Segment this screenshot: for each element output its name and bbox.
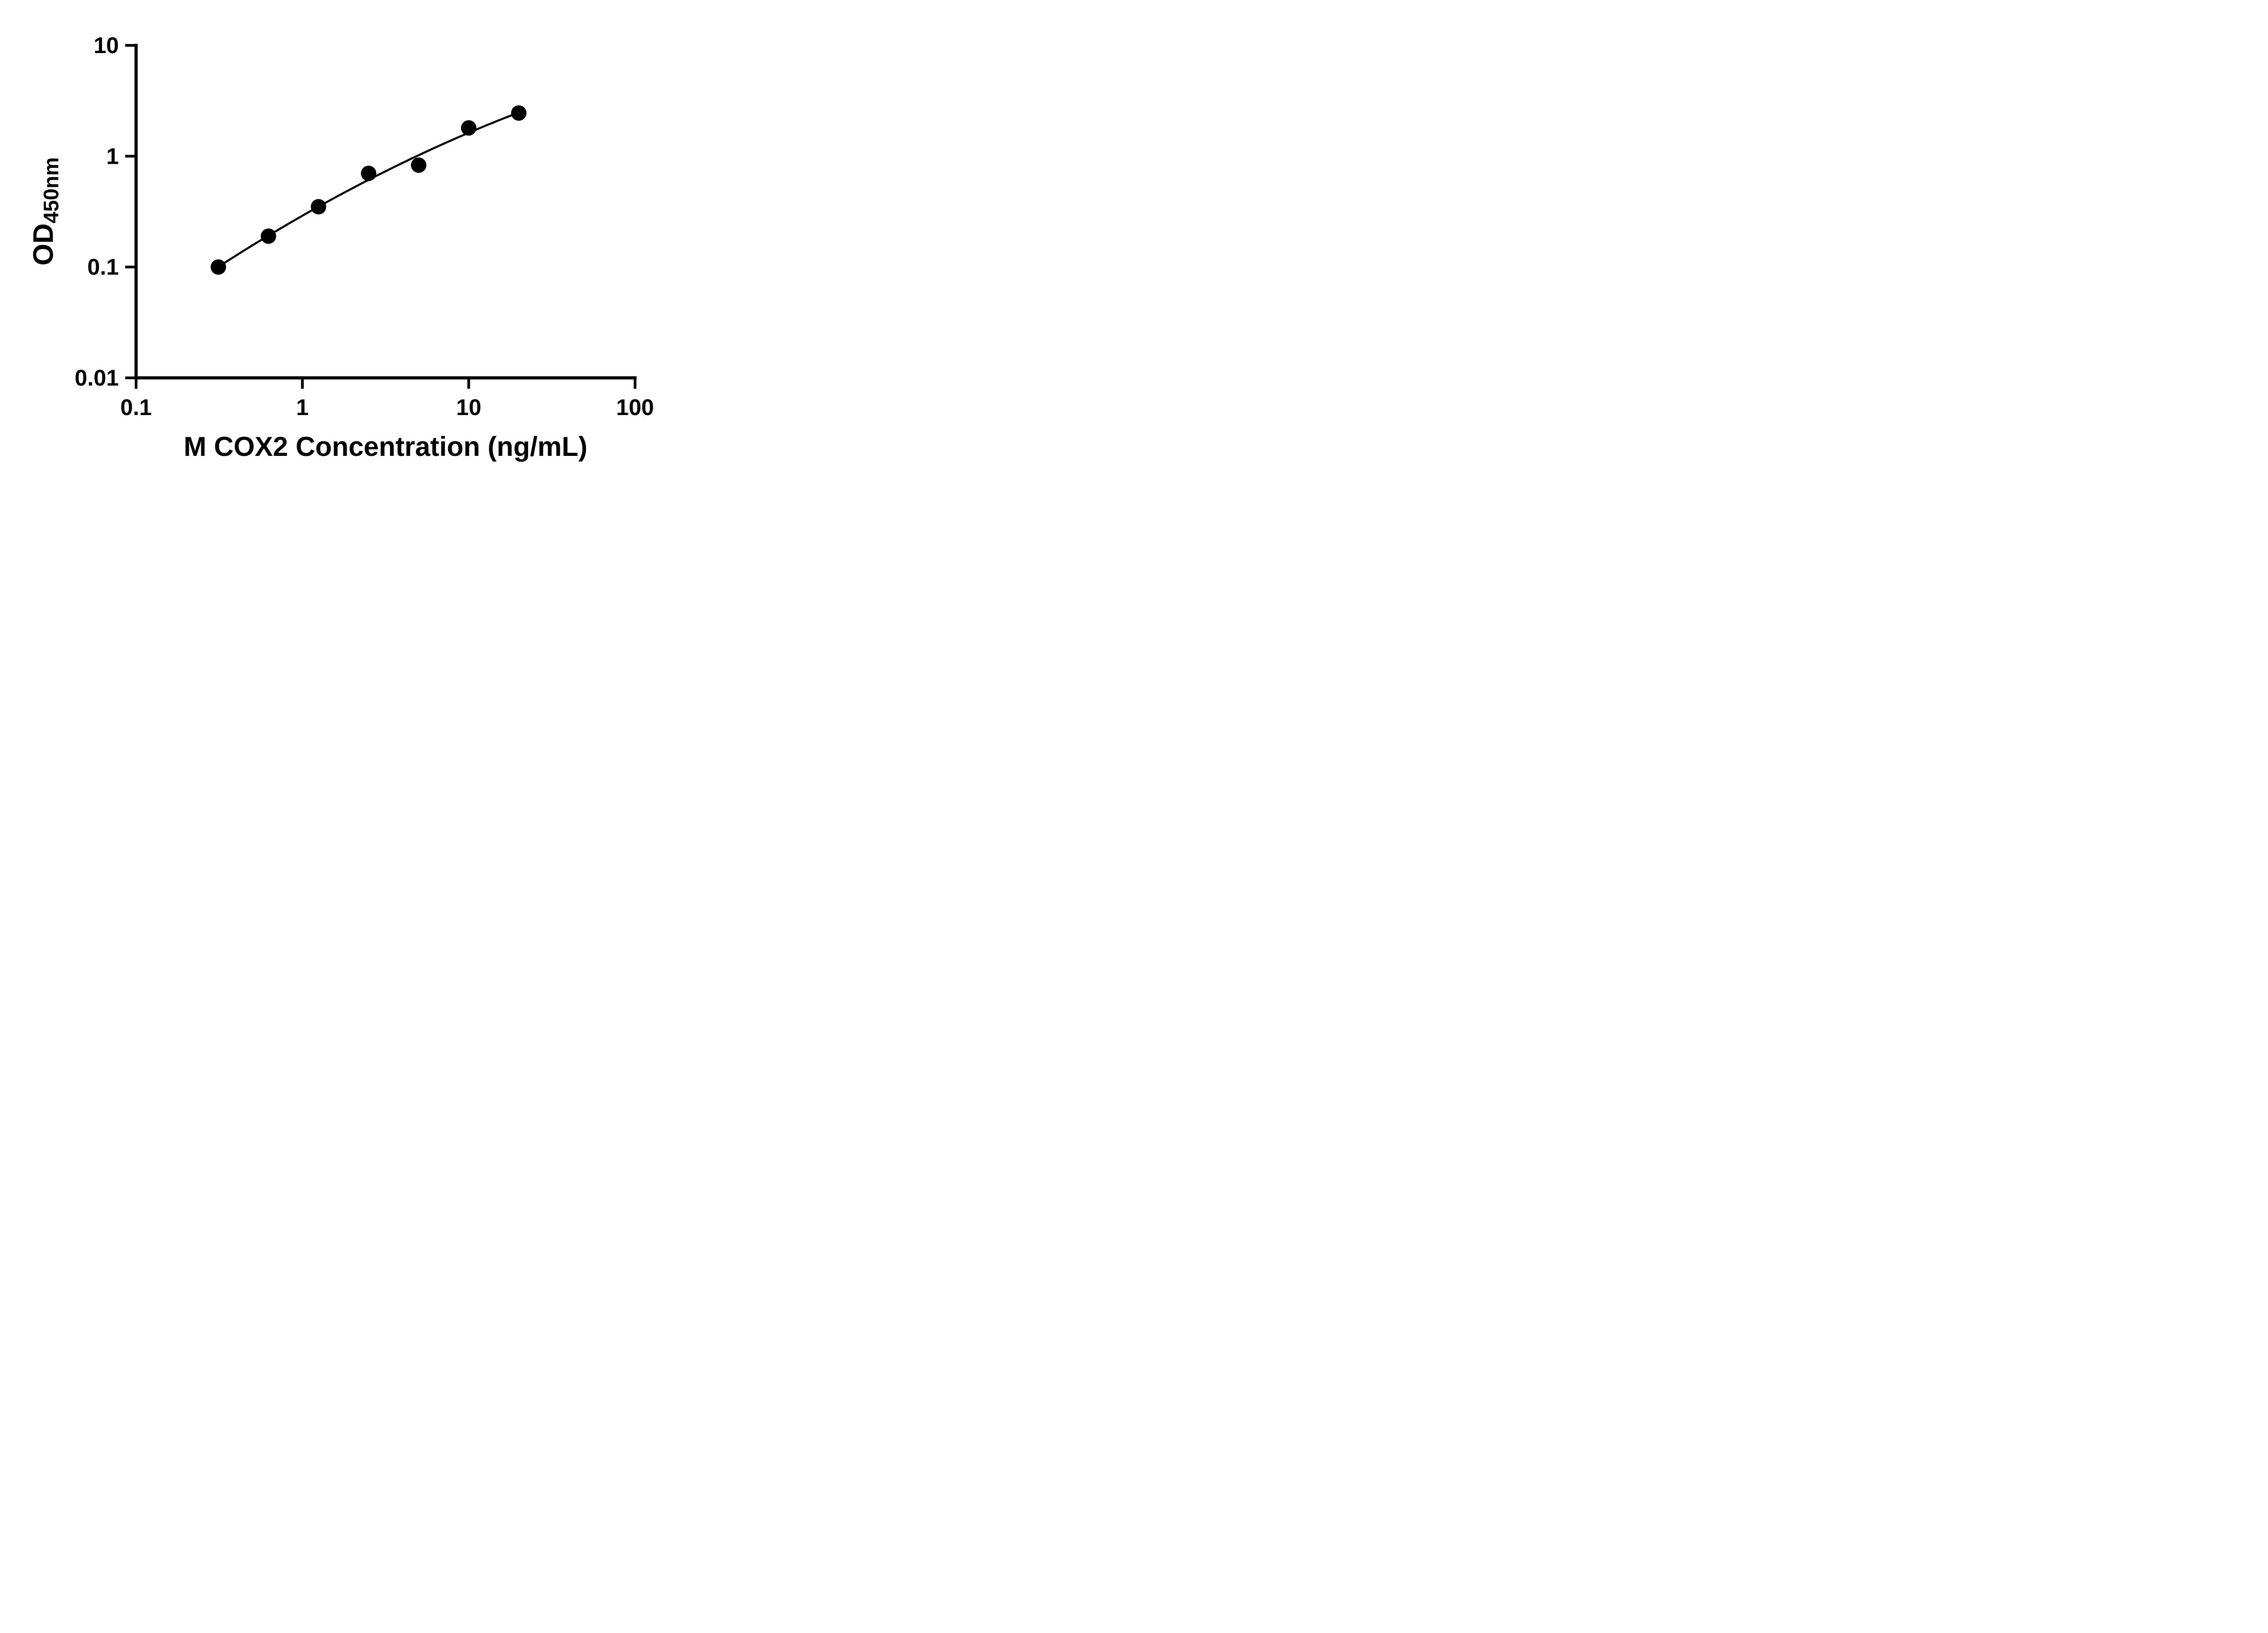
axes-spine (134, 44, 637, 380)
y-axis-title-main: OD (28, 223, 59, 266)
x-axis-title: M COX2 Concentration (ng/mL) (184, 431, 587, 462)
y-axis-title: OD450nm (28, 157, 64, 266)
figure-canvas: 0.1 1 10 100 0.01 0.1 1 10 M COX2 Concentration… (0, 0, 700, 490)
data-point (511, 105, 527, 121)
x-tick-label: 0.1 (120, 395, 152, 420)
data-point (210, 259, 226, 275)
x-tick-label: 10 (456, 395, 482, 420)
data-point (260, 228, 276, 244)
fit-curve (217, 111, 520, 268)
y-axis-title-sub: 450nm (39, 157, 63, 224)
y-tick-label: 10 (93, 33, 119, 58)
data-point (411, 157, 426, 173)
x-tick-label: 100 (616, 395, 654, 420)
data-point (311, 199, 327, 215)
y-tick-label: 0.01 (75, 365, 119, 391)
data-point (361, 166, 376, 181)
y-tick-label: 0.1 (87, 254, 119, 280)
x-tick-label: 1 (296, 395, 309, 420)
data-point (461, 120, 477, 136)
y-tick-label: 1 (106, 143, 119, 169)
